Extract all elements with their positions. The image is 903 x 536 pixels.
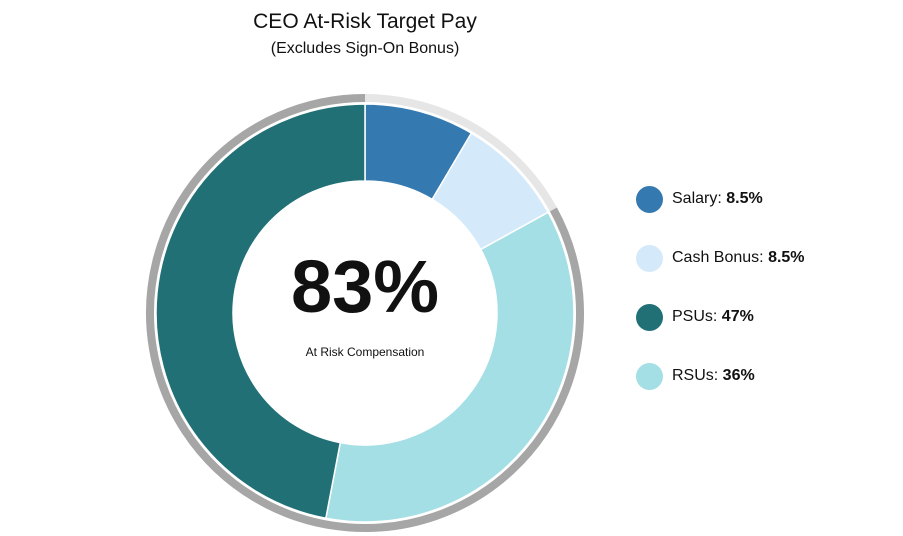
legend-item-salary: Salary: 8.5% [636,185,805,213]
legend-swatch-psus [636,303,663,331]
chart-title: CEO At-Risk Target Pay [253,10,477,33]
center-label: At Risk Compensation [305,345,425,359]
legend-swatch-cash-bonus [636,244,663,272]
legend-label-psus: PSUs [672,308,713,325]
outer-ring-fixed-arc [364,94,557,212]
legend-value-salary: 8.5% [726,190,763,207]
legend-item-psus: PSUs: 47% [636,303,805,331]
center-value: 83% [290,245,440,328]
outer-ring-at-risk-arc [146,94,584,532]
legend-value-psus: 47% [721,308,754,325]
legend: Salary: 8.5% Cash Bonus: 8.5% PSUs: 47% … [636,185,805,421]
legend-item-rsus: RSUs: 36% [636,362,805,390]
chart-subtitle: (Excludes Sign-On Bonus) [270,40,460,57]
outer-ring [146,94,584,532]
slice-psus [155,103,366,520]
legend-value-cash-bonus: 8.5% [768,249,805,266]
legend-swatch-salary [636,185,663,213]
legend-label-cash-bonus: Cash Bonus [672,249,760,266]
legend-swatch-rsus [636,362,663,390]
legend-value-rsus: 36% [722,367,755,384]
legend-item-cash-bonus: Cash Bonus: 8.5% [636,244,805,272]
legend-label-salary: Salary [672,190,718,207]
slice-rsus [324,211,575,523]
legend-label-rsus: RSUs [672,367,714,384]
donut-slices [155,103,575,523]
